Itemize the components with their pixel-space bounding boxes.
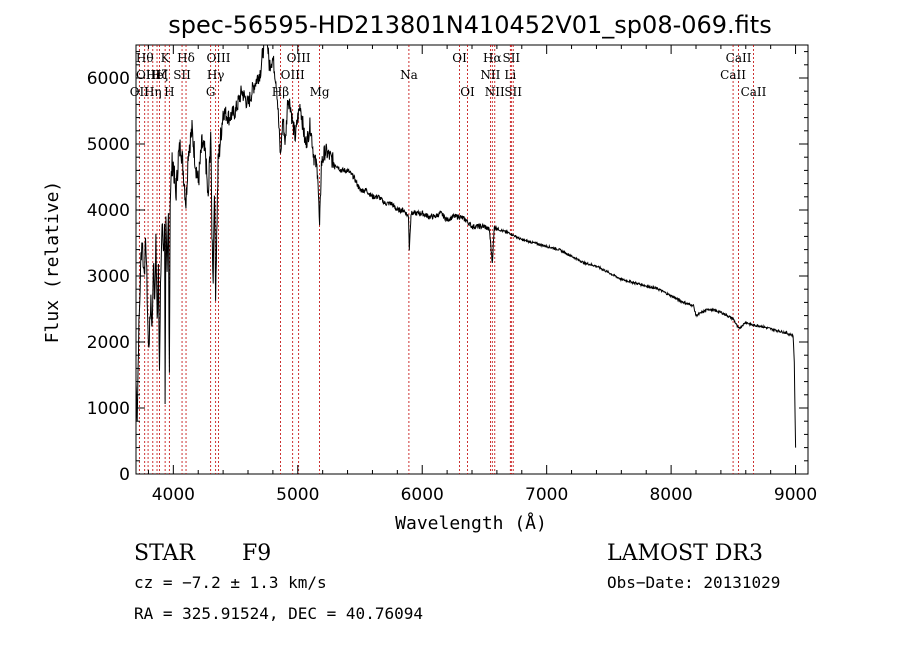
reference-label: NII [480,68,500,82]
object-class: STAR [134,541,196,566]
reference-lines [138,45,754,474]
observation-date: Obs−Date: 20131029 [607,573,780,592]
reference-label: G [206,85,216,99]
redshift-cz: cz = −7.2 ± 1.3 km/s [134,573,327,592]
reference-label: SII [502,51,520,65]
reference-labels: OIIHθOIIIHηHeIHζKHSIIHδGHγOIIIHβOIIIOIII… [130,51,767,99]
reference-label: OIII [206,51,230,65]
reference-label: Na [400,68,418,82]
x-tick-label: 7000 [525,485,568,505]
chart-title: spec-56595-HD213801N410452V01_sp08-069.f… [168,11,771,39]
reference-label: CaII [720,68,746,82]
y-axis-ticks: 0 1000 2000 3000 4000 5000 6000 [87,51,808,485]
reference-label: SII [504,85,522,99]
y-tick-label: 2000 [87,333,130,353]
x-tick-label: 9000 [774,485,817,505]
reference-label: Hη [144,85,162,99]
y-tick-label: 0 [119,465,130,485]
reference-label: Hθ [136,51,154,65]
y-tick-label: 3000 [87,267,130,287]
y-axis-label: Flux (relative) [42,181,63,344]
spectrum-line [135,44,797,448]
x-axis-label: Wavelength (Å) [395,512,547,534]
reference-label: CaII [741,85,767,99]
reference-label: K [161,51,171,65]
x-axis-ticks: 4000 5000 6000 7000 8000 9000 [147,45,817,505]
y-tick-label: 4000 [87,201,130,221]
reference-label: OI [452,51,467,65]
reference-label: Hγ [207,68,225,82]
survey-name: LAMOST DR3 [607,541,763,566]
reference-label: Li [504,68,516,82]
reference-label: SII [173,68,191,82]
reference-label: Mg [310,85,330,99]
object-subclass: F9 [242,541,271,566]
x-tick-label: 5000 [276,485,319,505]
reference-label: HeI [146,68,169,82]
reference-label: H [164,85,174,99]
reference-label: OIII [281,68,305,82]
reference-label: OIII [287,51,311,65]
x-tick-label: 6000 [401,485,444,505]
reference-label: OI [460,85,475,99]
reference-label: NII [485,85,505,99]
reference-label: Hζ [151,68,168,82]
reference-label: Hβ [272,85,289,99]
info-block: STAR F9 LAMOST DR3 cz = −7.2 ± 1.3 km/s … [134,541,780,623]
y-tick-label: 6000 [87,69,130,89]
plot-area: OIIHθOIIIHηHeIHζKHSIIHδGHγOIIIHβOIIIOIII… [87,44,817,505]
y-tick-label: 5000 [87,135,130,155]
y-tick-label: 1000 [87,399,130,419]
x-tick-label: 4000 [152,485,195,505]
reference-label: Hα [483,51,502,65]
reference-label: Hδ [177,51,195,65]
reference-label: OII [130,85,150,99]
reference-label: CaII [726,51,752,65]
coordinates: RA = 325.91524, DEC = 40.76094 [134,604,423,623]
x-tick-label: 8000 [649,485,692,505]
